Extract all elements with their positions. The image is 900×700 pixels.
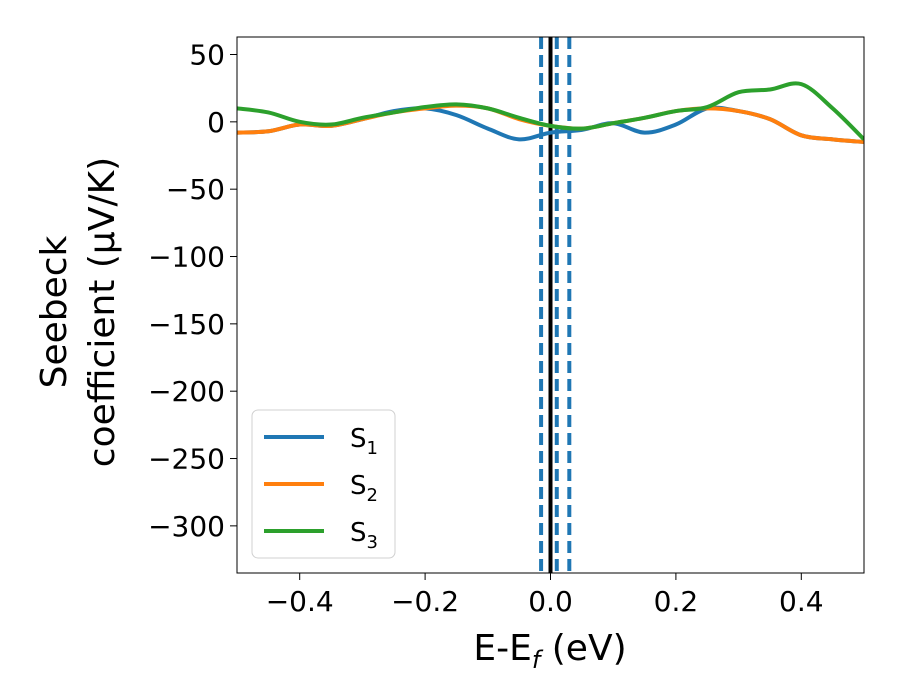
- x-tick-label: 0.2: [654, 585, 699, 618]
- x-axis-label: E-Ef (eV): [473, 628, 626, 674]
- y-axis-label-line1: Seebeck: [34, 235, 75, 388]
- y-tick-label: −50: [166, 173, 225, 206]
- legend-entry-s3: S3: [264, 518, 378, 553]
- x-axis-label-unit: (eV): [540, 628, 626, 669]
- y-tick-label: 0: [207, 106, 225, 139]
- x-axis-label-main: E-E: [473, 628, 531, 669]
- y-tick-label: −100: [148, 241, 225, 274]
- y-axis-label: Seebeck coefficient (μV/K): [34, 157, 123, 467]
- series-layer: [237, 81, 864, 145]
- series-line-s3: [237, 81, 864, 141]
- legend-label-subscript: 1: [367, 438, 378, 459]
- legend-label-subscript: 3: [367, 532, 378, 553]
- y-tick-label: −150: [148, 308, 225, 341]
- y-axis-label-line2: coefficient (μV/K): [82, 157, 123, 467]
- y-tick-label: −200: [148, 375, 225, 408]
- legend-label: S1: [350, 424, 378, 459]
- legend-label-name: S: [350, 424, 367, 454]
- y-axis: 50 0 −50 −100 −150 −200 −250 −300: [148, 39, 237, 543]
- x-tick-label: −0.4: [266, 585, 334, 618]
- legend-label: S2: [350, 471, 378, 506]
- legend-label: S3: [350, 518, 378, 553]
- y-tick-label: −300: [148, 510, 225, 543]
- legend-entry-s1: S1: [264, 424, 378, 459]
- x-axis: −0.4 −0.2 0.0 0.2 0.4: [266, 573, 824, 618]
- legend-label-name: S: [350, 471, 367, 501]
- legend-entry-s2: S2: [264, 471, 378, 506]
- legend-label-name: S: [350, 518, 367, 548]
- legend-label-subscript: 2: [367, 485, 378, 506]
- x-tick-label: 0.0: [528, 585, 573, 618]
- y-tick-label: 50: [189, 39, 225, 72]
- y-tick-label: −250: [148, 443, 225, 476]
- x-tick-label: −0.2: [391, 585, 459, 618]
- x-tick-label: 0.4: [779, 585, 824, 618]
